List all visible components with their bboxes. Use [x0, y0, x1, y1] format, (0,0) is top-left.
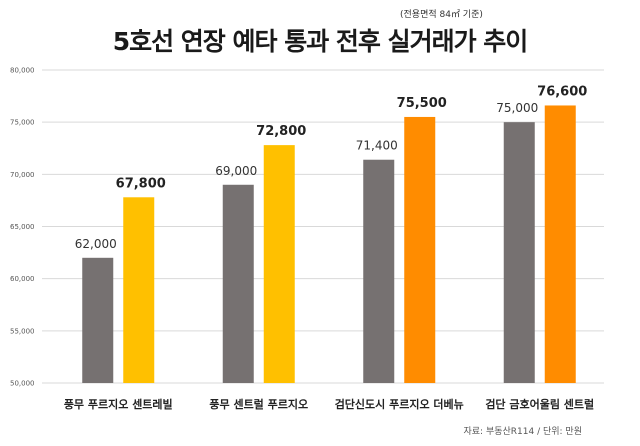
- bar-before: [363, 159, 395, 383]
- y-tick-label: 50,000: [10, 380, 35, 388]
- category-label: 풍무 센트럴 푸르지오: [209, 397, 308, 411]
- y-tick-label: 65,000: [10, 223, 35, 231]
- y-tick-label: 55,000: [10, 327, 35, 335]
- category-label: 검단 금호어울림 센트럴: [485, 397, 594, 411]
- value-label-after: 76,600: [537, 84, 587, 99]
- value-label-after: 75,500: [397, 96, 447, 111]
- category-label: 검단신도시 푸르지오 더베뉴: [335, 397, 464, 411]
- value-label-after: 67,800: [116, 176, 166, 191]
- chart-title: 5호선 연장 예타 통과 전후 실거래가 추이: [112, 27, 529, 56]
- value-label-after: 72,800: [256, 124, 306, 139]
- y-tick-label: 60,000: [10, 275, 35, 283]
- source-note: 자료: 부동산R114 / 단위: 만원: [463, 427, 583, 437]
- value-label-before: 62,000: [75, 237, 117, 251]
- category-label: 풍무 푸르지오 센트레빌: [64, 397, 173, 411]
- chart-subtitle: (전용면적 84㎡ 기준): [400, 10, 483, 20]
- bar-after: [544, 105, 576, 384]
- value-label-before: 69,000: [215, 164, 257, 178]
- y-tick-label: 75,000: [10, 119, 35, 127]
- bar-before: [82, 257, 114, 383]
- bar-before: [222, 184, 254, 383]
- bar-after: [404, 116, 436, 383]
- value-label-before: 71,400: [356, 139, 398, 153]
- y-tick-label: 70,000: [10, 171, 35, 179]
- bar-after: [263, 145, 295, 383]
- y-tick-label: 80,000: [10, 67, 35, 75]
- bar-after: [123, 197, 155, 383]
- value-label-before: 75,000: [496, 101, 538, 115]
- bar-before: [503, 122, 535, 384]
